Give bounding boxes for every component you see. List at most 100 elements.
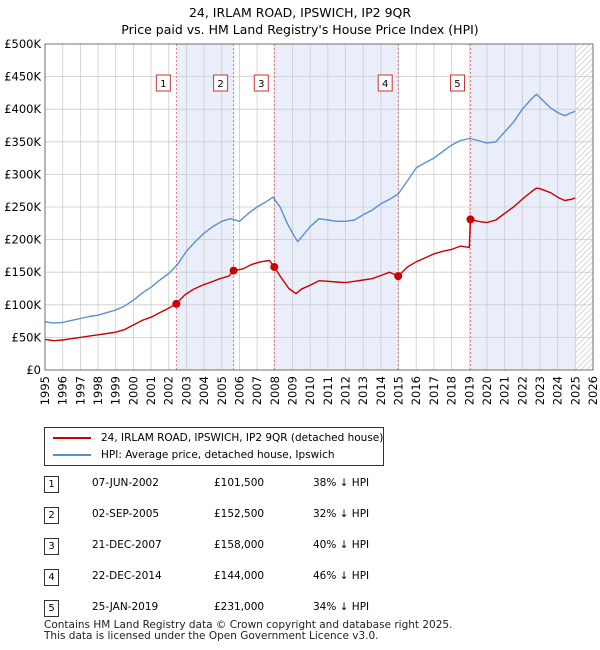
sale-hpi-diff: 32% ↓ HPI — [313, 508, 370, 520]
x-tick-label: 2000 — [126, 376, 140, 405]
series-lines — [44, 93, 576, 342]
table-row: 2 02-SEP-2005 £152,500 32% ↓ HPI — [0, 507, 600, 527]
sale-number: 1 — [44, 476, 59, 493]
x-tick-label: 1995 — [38, 376, 52, 405]
sale-point — [270, 262, 279, 271]
x-tick-label: 2004 — [197, 376, 211, 405]
y-tick-label: £50K — [12, 330, 42, 344]
x-tick-label: 2009 — [285, 376, 299, 405]
x-tick-label: 2016 — [409, 376, 423, 405]
sale-label-box — [213, 74, 229, 92]
chart-title: 24, IRLAM ROAD, IPSWICH, IP2 9QR Price p… — [0, 4, 600, 38]
sale-label-box — [449, 74, 465, 92]
x-tick-label: 2019 — [462, 376, 476, 405]
title-subtitle: Price paid vs. HM Land Registry's House … — [121, 22, 479, 37]
sale-point — [466, 215, 475, 224]
x-tick-label: 1998 — [91, 376, 105, 405]
plot-frame — [44, 43, 594, 371]
sale-price: £144,000 — [214, 570, 265, 582]
x-tick-label: 2003 — [179, 376, 193, 405]
sale-point — [394, 272, 403, 281]
y-tick-label: £500K — [4, 37, 41, 51]
sale-label-box — [253, 74, 269, 92]
legend-item-hpi: HPI: Average price, detached house, Ipsw… — [53, 447, 335, 463]
x-tick-label: 2007 — [250, 376, 264, 405]
x-tick-label: 2022 — [515, 376, 529, 405]
x-tick-label: 2020 — [480, 376, 494, 405]
legend-item-price-paid: 24, IRLAM ROAD, IPSWICH, IP2 9QR (detach… — [53, 430, 383, 446]
x-tick-label: 2002 — [162, 376, 176, 405]
y-tick-label: £400K — [4, 102, 41, 116]
y-tick-label: £250K — [4, 200, 41, 214]
x-tick-label: 2024 — [551, 376, 565, 405]
y-tick-label: £200K — [4, 233, 41, 247]
sale-date: 02-SEP-2005 — [92, 508, 160, 520]
x-tick-label: 2023 — [533, 376, 547, 405]
sale-number: 5 — [44, 600, 59, 617]
legend-swatch-price-paid — [53, 437, 91, 439]
sale-price: £231,000 — [214, 601, 265, 613]
legend-swatch-hpi — [53, 454, 91, 456]
x-tick-label: 2010 — [303, 376, 317, 405]
sale-label-boxes: 1 2 3 4 5 — [155, 74, 465, 92]
sale-label-text: 2 — [217, 79, 223, 90]
sale-points — [172, 215, 475, 308]
x-tick-label: 2005 — [215, 376, 229, 405]
table-row: 4 22-DEC-2014 £144,000 46% ↓ HPI — [0, 569, 600, 589]
legend-label-price-paid: 24, IRLAM ROAD, IPSWICH, IP2 9QR (detach… — [101, 432, 384, 444]
price-paid-line — [44, 187, 576, 342]
sale-hpi-diff: 40% ↓ HPI — [313, 539, 370, 551]
y-tick-label: £0 — [26, 363, 41, 377]
x-tick-label: 2015 — [392, 376, 406, 405]
sale-label-box — [155, 74, 171, 92]
sale-hpi-diff: 38% ↓ HPI — [313, 477, 370, 489]
sale-label-text: 3 — [258, 79, 264, 90]
x-tick-label: 2014 — [374, 376, 388, 405]
footer-copyright: Contains HM Land Registry data © Crown c… — [44, 619, 453, 631]
legend-label-hpi: HPI: Average price, detached house, Ipsw… — [101, 449, 335, 461]
sale-number: 2 — [44, 507, 59, 524]
sale-label-box — [377, 74, 393, 92]
y-tick-label: £100K — [4, 298, 41, 312]
y-tick-label: £450K — [4, 70, 41, 84]
x-tick-label: 1999 — [109, 376, 123, 405]
x-tick-label: 1997 — [73, 376, 87, 405]
sale-price: £158,000 — [214, 539, 265, 551]
sale-label-text: 4 — [382, 79, 388, 90]
table-row: 3 21-DEC-2007 £158,000 40% ↓ HPI — [0, 538, 600, 558]
sale-label-text: 1 — [160, 79, 166, 90]
x-tick-label: 2018 — [445, 376, 459, 405]
sale-date: 22-DEC-2014 — [92, 570, 162, 582]
y-tick-label: £150K — [4, 265, 41, 279]
axes: £0 £50K £100K £150K £200K £250K £300K £350K £400… — [4, 37, 600, 405]
sale-date: 21-DEC-2007 — [92, 539, 162, 551]
x-tick-label: 2021 — [498, 376, 512, 405]
price-chart: 1 2 3 4 5 £0 £50K £100K £150K £200K £250K £300K £35… — [4, 37, 600, 405]
sale-point — [229, 266, 238, 275]
x-tick-label: 2008 — [268, 376, 282, 405]
sale-point — [172, 299, 181, 308]
x-tick-label: 2017 — [427, 376, 441, 405]
y-tick-label: £350K — [4, 135, 41, 149]
hpi-line — [44, 93, 576, 324]
legend: 24, IRLAM ROAD, IPSWICH, IP2 9QR (detach… — [44, 427, 384, 466]
x-tick-label: 2013 — [356, 376, 370, 405]
sale-number: 3 — [44, 538, 59, 555]
footer-licence: This data is licensed under the Open Gov… — [44, 630, 379, 642]
x-tick-label: 2011 — [321, 376, 335, 405]
sale-price: £152,500 — [214, 508, 265, 520]
x-tick-label: 2025 — [568, 376, 582, 405]
x-tick-label: 2012 — [339, 376, 353, 405]
sale-label-text: 5 — [454, 79, 460, 90]
title-address: 24, IRLAM ROAD, IPSWICH, IP2 9QR — [188, 5, 412, 20]
table-row: 1 07-JUN-2002 £101,500 38% ↓ HPI — [0, 476, 600, 496]
sale-date: 25-JAN-2019 — [92, 601, 159, 613]
x-tick-label: 1996 — [56, 376, 70, 405]
sale-number: 4 — [44, 569, 59, 586]
sale-hpi-diff: 46% ↓ HPI — [313, 570, 370, 582]
table-row: 5 25-JAN-2019 £231,000 34% ↓ HPI — [0, 600, 600, 620]
sale-date: 07-JUN-2002 — [92, 477, 159, 489]
sale-price: £101,500 — [214, 477, 265, 489]
footer: Contains HM Land Registry data © Crown c… — [44, 620, 452, 642]
sale-hpi-diff: 34% ↓ HPI — [313, 601, 370, 613]
